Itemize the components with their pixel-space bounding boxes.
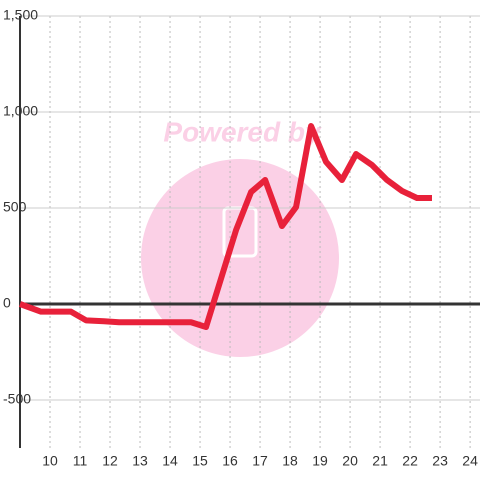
data-line (18, 123, 432, 331)
x-tick-label: 20 (342, 453, 358, 469)
x-tick-label: 18 (282, 453, 298, 469)
y-tick-label: -500 (3, 391, 31, 407)
x-tick-label: 16 (222, 453, 238, 469)
x-tick-label: 19 (312, 453, 328, 469)
x-tick-label: 15 (192, 453, 208, 469)
x-tick-label: 24 (462, 453, 478, 469)
x-tick-label: 23 (432, 453, 448, 469)
x-tick-label: 14 (162, 453, 178, 469)
x-tick-label: 11 (73, 453, 88, 469)
y-tick-label: 0 (3, 295, 11, 311)
y-tick-label: 1,500 (3, 7, 38, 23)
x-tick-label: 17 (252, 453, 268, 469)
x-tick-label: 10 (42, 453, 58, 469)
x-tick-label: 22 (402, 453, 418, 469)
y-tick-label: 500 (3, 199, 27, 215)
watermark-text: Powered by (163, 116, 322, 147)
watermark-logo (141, 159, 339, 357)
x-tick-label: 21 (372, 453, 388, 469)
x-tick-label: 12 (102, 453, 118, 469)
x-tick-label: 13 (132, 453, 148, 469)
